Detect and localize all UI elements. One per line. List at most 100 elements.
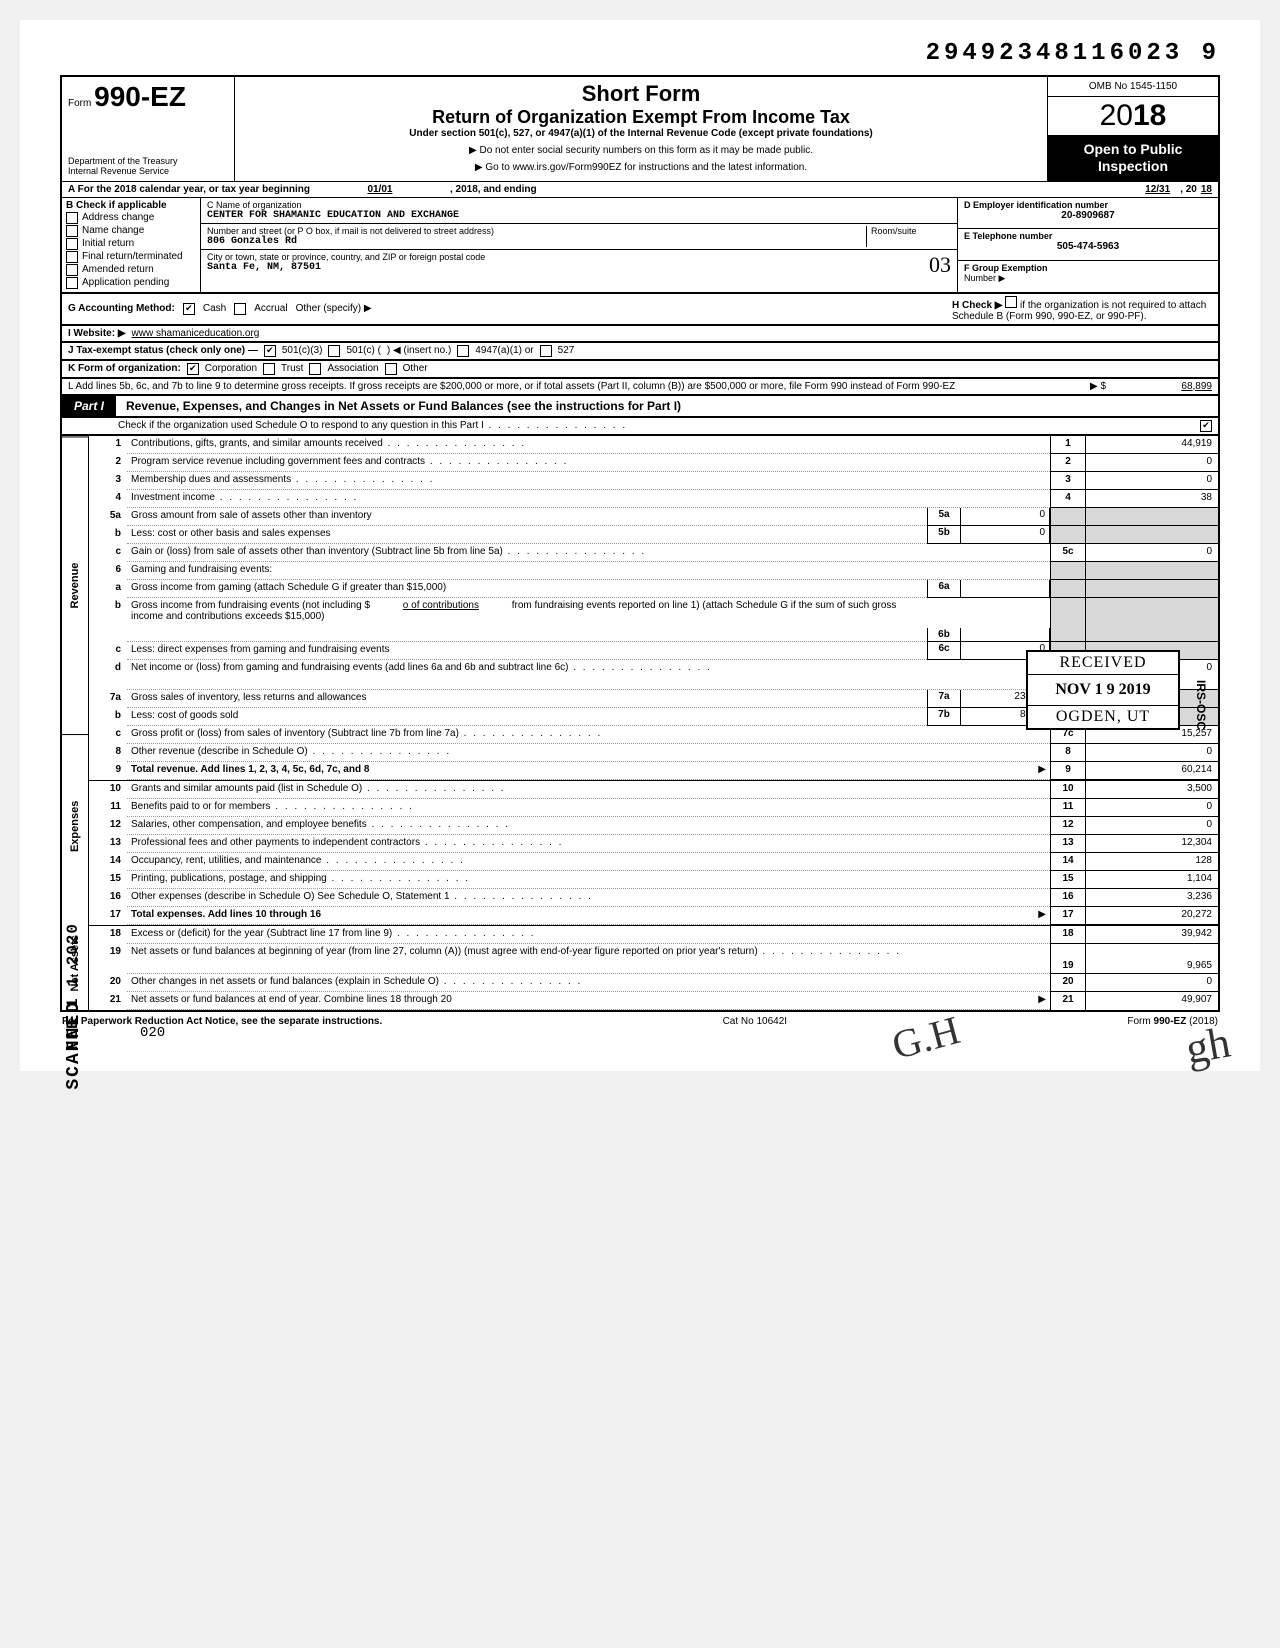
line-val: 49,907 — [1085, 992, 1218, 1010]
line-5a: 5aGross amount from sale of assets other… — [89, 508, 1218, 526]
chk-final-return[interactable]: Final return/terminated — [66, 251, 196, 263]
g-cash: Cash — [203, 303, 226, 314]
side-revenue: Revenue — [62, 436, 88, 734]
line-no: 14 — [89, 853, 127, 871]
row-g-h: G Accounting Method: ✔Cash Accrual Other… — [60, 294, 1220, 326]
row-a-label: A For the 2018 calendar year, or tax yea… — [68, 184, 310, 195]
line-no: 9 — [89, 762, 127, 780]
chk-initial-return[interactable]: Initial return — [66, 238, 196, 250]
part1-title: Revenue, Expenses, and Changes in Net As… — [116, 399, 681, 413]
line-no: 7a — [89, 690, 127, 708]
line-val: 9,965 — [1085, 944, 1218, 974]
form-prefix: Form — [68, 98, 91, 109]
checkbox-icon — [66, 251, 78, 263]
l-value: 68,899 — [1112, 381, 1212, 392]
line-box — [1050, 526, 1085, 544]
row-i-website: I Website: ▶ www shamaniceducation.org — [60, 326, 1220, 343]
j-opt1: 501(c)(3) — [282, 345, 323, 356]
desc-pre: Gross income from fundraising events (no… — [131, 600, 370, 611]
chk-app-pending[interactable]: Application pending — [66, 277, 196, 289]
checkbox-501c3-icon[interactable]: ✔ — [264, 345, 276, 357]
omb-number: OMB No 1545-1150 — [1048, 77, 1218, 97]
line-desc: Gross sales of inventory, less returns a… — [127, 690, 927, 708]
line-desc: Membership dues and assessments — [127, 472, 1050, 490]
checkbox-assoc-icon[interactable] — [309, 363, 321, 375]
form-number-bold: 990-EZ — [94, 81, 186, 112]
k-trust: Trust — [281, 363, 303, 374]
col-b-checkboxes: B Check if applicable Address change Nam… — [62, 198, 201, 292]
line-1: 1Contributions, gifts, grants, and simil… — [89, 436, 1218, 454]
checkbox-corp-icon[interactable]: ✔ — [187, 363, 199, 375]
stamp-top: RECEIVED — [1028, 652, 1178, 674]
line-no: 20 — [89, 974, 127, 992]
line-desc: Excess or (deficit) for the year (Subtra… — [127, 926, 1050, 944]
line-val: 0 — [1085, 472, 1218, 490]
line-desc: Total revenue. Add lines 1, 2, 3, 4, 5c,… — [127, 762, 1050, 780]
checkbox-cash-icon[interactable]: ✔ — [183, 303, 195, 315]
line-desc: Other expenses (describe in Schedule O) … — [127, 889, 1050, 907]
checkbox-h-icon[interactable] — [1005, 296, 1017, 308]
chk-name-change[interactable]: Name change — [66, 225, 196, 237]
line-box: 15 — [1050, 871, 1085, 889]
line-desc: Benefits paid to or for members — [127, 799, 1050, 817]
title-main: Return of Organization Exempt From Incom… — [245, 107, 1037, 128]
row-e-phone: E Telephone number 505-474-5963 — [958, 229, 1218, 261]
room-suite-label: Room/suite — [866, 226, 951, 247]
line-desc: Less: direct expenses from gaming and fu… — [127, 642, 927, 660]
line-14: 14Occupancy, rent, utilities, and mainte… — [89, 853, 1218, 871]
row-k-org: K Form of organization: ✔Corporation Tru… — [60, 361, 1220, 379]
checkbox-scho-icon[interactable]: ✔ — [1200, 420, 1212, 432]
footer-mid: Cat No 10642I — [723, 1016, 788, 1027]
line-no: 1 — [89, 436, 127, 454]
form-number: Form 990-EZ — [68, 81, 228, 113]
line-no: c — [89, 544, 127, 562]
line-6: 6Gaming and fundraising events: — [89, 562, 1218, 580]
line-desc: Printing, publications, postage, and shi… — [127, 871, 1050, 889]
chk-address-change[interactable]: Address change — [66, 212, 196, 224]
checkbox-other-icon[interactable] — [385, 363, 397, 375]
line-10: 10Grants and similar amounts paid (list … — [89, 781, 1218, 799]
checkbox-4947-icon[interactable] — [457, 345, 469, 357]
c-value: CENTER FOR SHAMANIC EDUCATION AND EXCHAN… — [207, 210, 951, 221]
line-val: 0 — [1085, 744, 1218, 762]
year-bold: 18 — [1133, 99, 1166, 132]
line-9: 9Total revenue. Add lines 1, 2, 3, 4, 5c… — [89, 762, 1218, 781]
line-5c: cGain or (loss) from sale of assets othe… — [89, 544, 1218, 562]
line-desc: Gain or (loss) from sale of assets other… — [127, 544, 1050, 562]
stamp-location: OGDEN, UT — [1028, 706, 1178, 728]
checkbox-501c-icon[interactable] — [328, 345, 340, 357]
tax-year: 2018 — [1048, 97, 1218, 135]
part1-check-text: Check if the organization used Schedule … — [68, 420, 1194, 431]
j-label: J Tax-exempt status (check only one) — — [68, 345, 258, 356]
line-box: 14 — [1050, 853, 1085, 871]
line-no: 3 — [89, 472, 127, 490]
checkbox-trust-icon[interactable] — [263, 363, 275, 375]
line-no: 6 — [89, 562, 127, 580]
title-sub: Under section 501(c), 527, or 4947(a)(1)… — [245, 128, 1037, 139]
footer-left: For Paperwork Reduction Act Notice, see … — [62, 1016, 382, 1027]
line-no: 11 — [89, 799, 127, 817]
line-no: 17 — [89, 907, 127, 925]
chk-label: Initial return — [82, 238, 134, 249]
line-box: 21 — [1050, 992, 1085, 1010]
d-label: D Employer identification number — [964, 200, 1212, 210]
checkbox-527-icon[interactable] — [540, 345, 552, 357]
line-no: 13 — [89, 835, 127, 853]
line-desc: Salaries, other compensation, and employ… — [127, 817, 1050, 835]
row-a-tax-year: A For the 2018 calendar year, or tax yea… — [60, 181, 1220, 198]
line-4: 4Investment income438 — [89, 490, 1218, 508]
checkbox-accrual-icon[interactable] — [234, 303, 246, 315]
row-l-gross: L Add lines 5b, 6c, and 7b to line 9 to … — [60, 379, 1220, 396]
line-val: 1,104 — [1085, 871, 1218, 889]
chk-amended[interactable]: Amended return — [66, 264, 196, 276]
line-no: 5a — [89, 508, 127, 526]
line-val: 39,942 — [1085, 926, 1218, 944]
line-val: 128 — [1085, 853, 1218, 871]
city-value: Santa Fe, NM, 87501 — [207, 262, 901, 273]
line-box — [1050, 562, 1085, 580]
inner-box: 6a — [927, 580, 961, 598]
line-box: 18 — [1050, 926, 1085, 944]
checkbox-icon — [66, 264, 78, 276]
col-right: D Employer identification number 20-8909… — [957, 198, 1218, 292]
line-21: 21Net assets or fund balances at end of … — [89, 992, 1218, 1010]
